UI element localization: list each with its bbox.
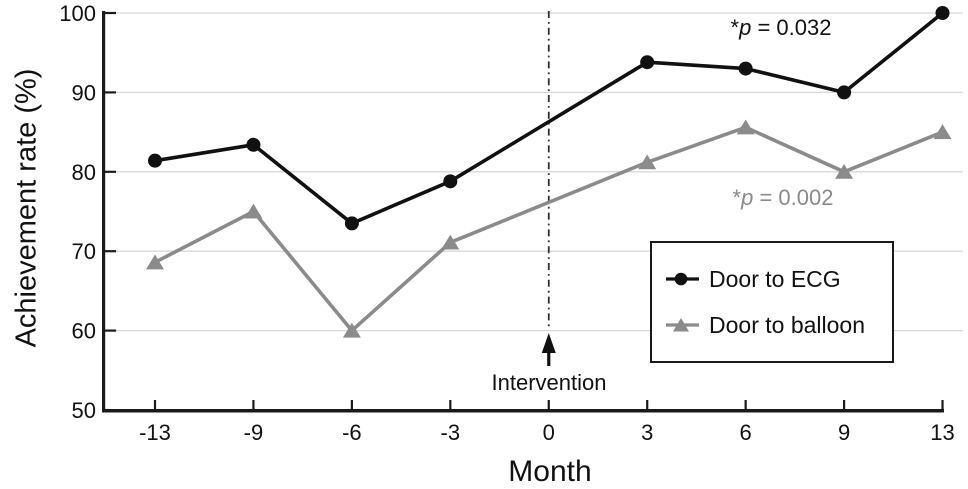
p-value-star: *: [730, 15, 740, 40]
p-value-annotation-ecg: *p = 0.032: [731, 15, 832, 41]
y-tick-label: 90: [72, 80, 96, 105]
data-point-door-to-balloon: [441, 234, 460, 250]
intervention-arrow-head: [541, 333, 556, 353]
y-tick-label: 50: [72, 398, 96, 423]
x-tick-label: 9: [838, 420, 850, 445]
x-tick-label: -6: [342, 420, 362, 445]
data-point-door-to-ecg: [344, 216, 359, 231]
x-tick-label: 13: [930, 420, 954, 445]
data-point-door-to-ecg: [640, 55, 655, 70]
data-point-door-to-ecg: [738, 61, 753, 76]
y-axis-spine: [102, 11, 106, 413]
data-point-door-to-balloon: [736, 119, 755, 135]
triangle-marker-icon: [666, 318, 699, 332]
x-tick-label: 3: [641, 420, 653, 445]
p-value-annotation-balloon: *p = 0.002: [733, 185, 834, 211]
y-tick-label: 60: [72, 319, 96, 344]
data-point-door-to-ecg: [443, 174, 458, 189]
x-tick-label: -3: [441, 420, 461, 445]
data-point-door-to-balloon: [244, 203, 263, 219]
p-value-symbol: p: [741, 185, 754, 210]
x-tick-label: 6: [740, 420, 752, 445]
p-value-number: = 0.032: [751, 15, 832, 40]
data-point-door-to-ecg: [837, 85, 852, 100]
y-axis-title: Achievement rate (%): [10, 68, 43, 348]
series-line-door-to-ecg: [153, 11, 945, 226]
data-point-door-to-ecg: [935, 6, 950, 20]
x-tick-label: -9: [244, 420, 264, 445]
series-line-door-to-balloon: [153, 125, 945, 333]
legend-item-door-to-ecg: Door to ECG: [665, 266, 841, 292]
data-point-door-to-balloon: [835, 164, 854, 179]
intervention-annotation-label: Intervention: [491, 370, 607, 395]
data-point-door-to-ecg: [246, 137, 261, 152]
x-axis-title: Month: [508, 455, 592, 488]
data-point-door-to-balloon: [342, 322, 361, 338]
p-value-symbol: p: [739, 15, 752, 40]
x-tick-label: 0: [543, 420, 555, 445]
circle-marker-icon: [666, 272, 699, 286]
p-value-number: = 0.002: [753, 185, 834, 210]
p-value-star: *: [732, 185, 742, 210]
x-tick-label: -13: [139, 420, 171, 445]
y-tick-label: 80: [72, 160, 96, 185]
y-tick-label: 70: [72, 239, 96, 264]
data-point-door-to-ecg: [148, 153, 162, 168]
data-point-door-to-balloon: [638, 154, 657, 170]
chart-legend: Door to ECG Door to balloon: [650, 241, 894, 363]
data-point-door-to-balloon: [933, 124, 952, 140]
legend-label-door-to-balloon: Door to balloon: [709, 311, 865, 338]
legend-label-door-to-ecg: Door to ECG: [709, 265, 841, 292]
data-point-door-to-balloon: [146, 254, 164, 270]
y-tick-label: 100: [59, 1, 96, 26]
x-axis-spine: [102, 409, 944, 413]
legend-item-door-to-balloon: Door to balloon: [665, 312, 865, 338]
